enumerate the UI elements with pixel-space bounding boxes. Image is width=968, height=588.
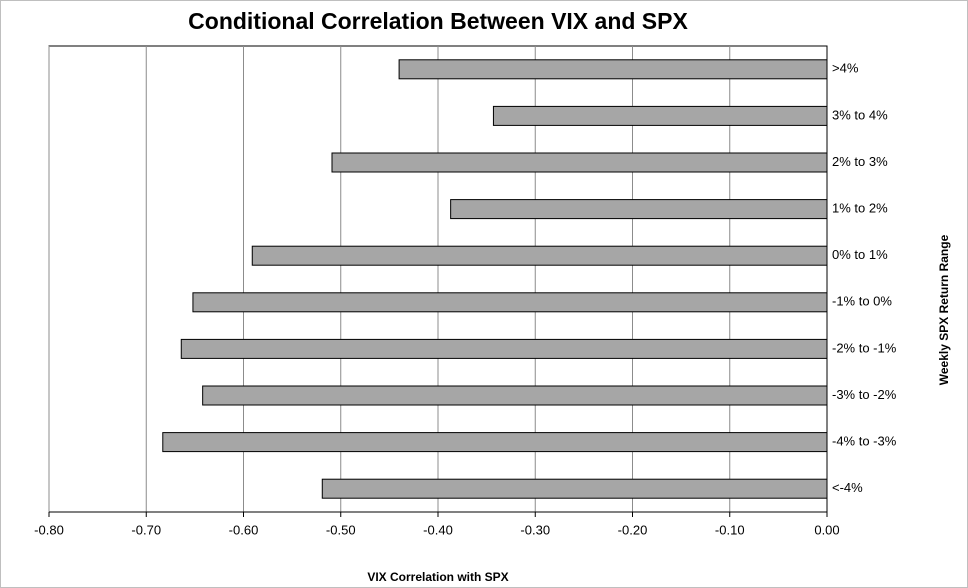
x-tick-label: -0.20 [618, 522, 648, 537]
bar [398, 59, 828, 80]
chart-title: Conditional Correlation Between VIX and … [188, 8, 688, 34]
x-tick-label: 0.00 [814, 522, 839, 537]
bar [331, 152, 828, 173]
x-tick-label: -0.50 [326, 522, 356, 537]
bar [251, 245, 828, 266]
y-tick-label: 1% to 2% [832, 201, 888, 216]
y-tick-label: -4% to -3% [832, 434, 897, 449]
x-tick-label: -0.60 [229, 522, 259, 537]
bar [450, 199, 828, 220]
bar [192, 292, 828, 313]
bar [492, 105, 828, 126]
x-tick-label: -0.80 [34, 522, 64, 537]
x-tick-label: -0.70 [131, 522, 161, 537]
y-tick-label: >4% [832, 61, 859, 76]
y-tick-label: 3% to 4% [832, 107, 888, 122]
bar [321, 478, 828, 499]
y-tick-label: -1% to 0% [832, 294, 892, 309]
y-tick-label: -2% to -1% [832, 340, 897, 355]
bar [162, 432, 828, 453]
bar [202, 385, 828, 406]
bar [180, 338, 828, 359]
y-tick-label: 2% to 3% [832, 154, 888, 169]
x-tick-label: -0.30 [520, 522, 550, 537]
y-tick-label: <-4% [832, 480, 863, 495]
x-tick-label: -0.40 [423, 522, 453, 537]
y-tick-label: 0% to 1% [832, 247, 888, 262]
y-tick-label: -3% to -2% [832, 387, 897, 402]
x-axis-title: VIX Correlation with SPX [367, 570, 508, 584]
x-tick-label: -0.10 [715, 522, 745, 537]
y-axis-title: Weekly SPX Return Range [937, 234, 951, 385]
